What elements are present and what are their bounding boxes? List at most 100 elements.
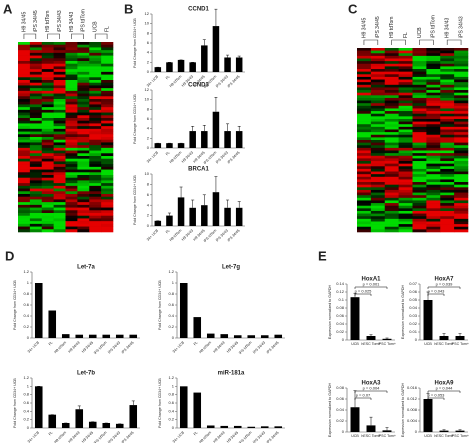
heatmap-cell (77, 204, 90, 208)
heatmap-cell (29, 131, 43, 135)
y-tick-label: 0.4 (168, 408, 174, 413)
heatmap-cell (357, 171, 372, 175)
heatmap-cell (18, 223, 31, 227)
heatmap-cell (454, 113, 469, 117)
heatmap-cell (398, 71, 413, 75)
heatmap-cell (440, 142, 455, 146)
heatmap-cell (65, 74, 78, 78)
y-tick-label: 0.4 (168, 313, 174, 318)
y-tick-label: 0.04 (336, 407, 345, 412)
heatmap-cell (412, 48, 427, 51)
y-tick-label: 1.2 (23, 375, 29, 380)
heatmap-cell (426, 229, 441, 233)
heatmap-cell (77, 69, 90, 73)
panel-label: D (5, 248, 14, 263)
heatmap-cell (29, 118, 43, 122)
heatmap-cell (41, 118, 54, 122)
heatmap-cell (29, 69, 43, 73)
heatmap-cell (101, 82, 114, 86)
heatmap-cell (65, 172, 78, 176)
heatmap-cell (53, 101, 66, 105)
error-bar (458, 429, 462, 431)
heatmap-cell (370, 76, 386, 80)
y-tick-label: 4 (147, 202, 150, 207)
heatmap-cell (426, 84, 441, 88)
heatmap-cell (101, 218, 114, 222)
heatmap-cell (412, 182, 427, 185)
bar (88, 421, 97, 428)
heatmap-cell (101, 210, 114, 214)
heatmap-cell (29, 164, 43, 168)
heatmap-cell (77, 93, 90, 97)
heatmap-cell (65, 204, 78, 208)
heatmap-cell (18, 101, 31, 105)
heatmap-cell (101, 177, 114, 181)
heatmap-cell (454, 218, 469, 222)
heatmap-cell (454, 137, 469, 141)
heatmap-cell (29, 210, 43, 214)
heatmap-cell (53, 226, 66, 230)
heatmap-cell (384, 174, 399, 178)
error-bar (442, 333, 446, 336)
heatmap-cell (41, 58, 54, 62)
y-axis-label: Fold Change from CD34+ UCB (133, 18, 137, 68)
heatmap-cell (398, 137, 413, 141)
heatmap-cell (89, 96, 102, 100)
x-tick-label: H9 34/43 (67, 341, 80, 354)
heatmap-cell (370, 161, 386, 164)
heatmap-cell (412, 63, 427, 67)
y-tick-label: 0.8 (23, 291, 29, 296)
heatmap-cell (101, 153, 114, 157)
heatmap-cell (53, 42, 66, 46)
heatmap-cell (65, 126, 78, 130)
heatmap-cell (370, 174, 386, 178)
heatmap-cell (398, 176, 413, 180)
heatmap-cell (412, 158, 427, 162)
heatmap-cell (53, 183, 66, 187)
heatmap-cell (89, 66, 102, 70)
heatmap-cell (18, 175, 31, 179)
heatmap-cell (426, 224, 441, 228)
heatmap-cell (398, 153, 413, 157)
heatmap-cell (41, 161, 54, 165)
p-value: p = 0.001 (363, 282, 381, 287)
y-tick-label: 10 (145, 171, 150, 176)
y-tick-label: 0.08 (336, 385, 345, 390)
heatmap-cell (29, 226, 43, 230)
heatmap-cell (89, 161, 102, 165)
heatmap-cell (53, 188, 66, 192)
heatmap-cell (53, 204, 66, 208)
heatmap-cell (101, 52, 114, 56)
heatmap-cell (41, 229, 54, 233)
heatmap-cell (454, 187, 469, 191)
heatmap-cell (41, 93, 54, 97)
heatmap-cell (77, 213, 90, 217)
heatmap-cell (41, 131, 54, 135)
heatmap-cell (18, 147, 31, 151)
heatmap-cell (412, 145, 427, 149)
heatmap-cell (412, 155, 427, 159)
heatmap-cell (440, 76, 455, 80)
heatmap-cell (454, 69, 469, 72)
heatmap-cell (384, 187, 399, 191)
p-value: p = 0.043 (428, 289, 446, 294)
heatmap-cell (29, 202, 43, 206)
heatmap-cell (65, 112, 78, 116)
heatmap-cell (89, 134, 102, 138)
heatmap-cell (18, 131, 31, 135)
heatmap-cell (412, 50, 427, 54)
heatmap-cell (370, 166, 386, 170)
heatmap-cell (440, 121, 455, 125)
x-tick-label: iPS 34/45 (266, 431, 280, 443)
heatmap-cell (89, 215, 102, 219)
heatmap-cell (384, 105, 399, 109)
bar (247, 335, 256, 338)
heatmap-cell (53, 123, 66, 127)
y-tick-label: 0.6 (23, 400, 29, 405)
heatmap-cell (398, 61, 413, 65)
heatmap-cell (412, 140, 427, 143)
heatmap-cell (426, 92, 441, 96)
heatmap-cell (440, 129, 455, 133)
heatmap-cell (370, 163, 386, 167)
